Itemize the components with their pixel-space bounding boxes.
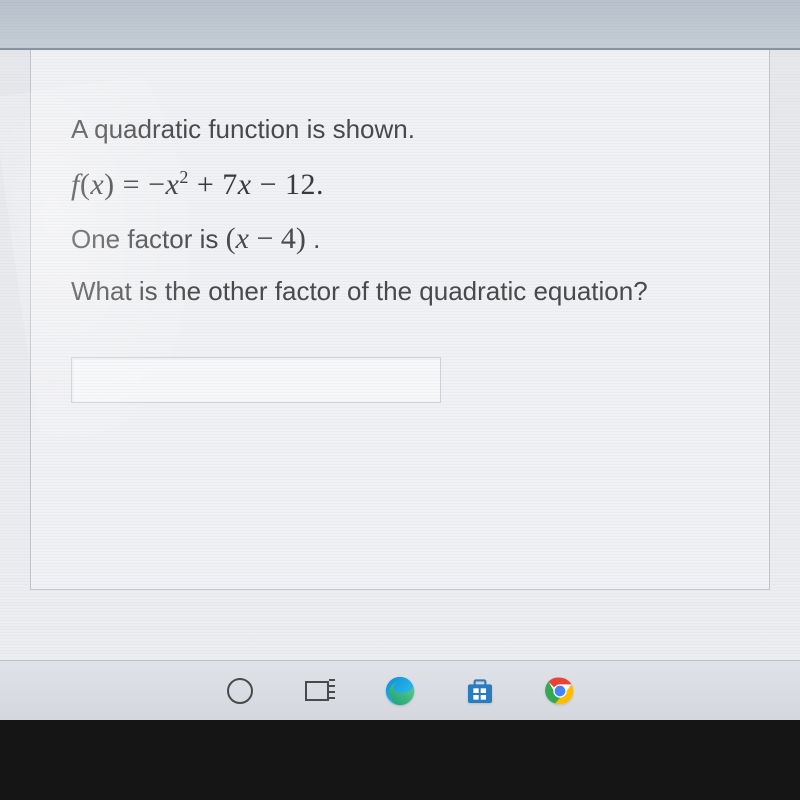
equation-exp: 2 bbox=[179, 167, 189, 187]
factor-var: x bbox=[236, 222, 249, 255]
equation-paren-close-eq: ) = bbox=[104, 168, 148, 201]
monitor-bezel bbox=[0, 720, 800, 800]
equation: f(x) = −x2 + 7x − 12. bbox=[71, 167, 729, 202]
equation-neg: − bbox=[148, 168, 165, 201]
equation-plus7: + 7 bbox=[189, 168, 238, 201]
question-intro: A quadratic function is shown. bbox=[71, 110, 729, 149]
equation-x3: x bbox=[238, 168, 252, 201]
chrome-icon[interactable] bbox=[543, 674, 577, 708]
question-card: A quadratic function is shown. f(x) = −x… bbox=[30, 50, 770, 590]
equation-x2: x bbox=[166, 168, 180, 201]
cortana-icon[interactable] bbox=[223, 674, 257, 708]
factor-open: ( bbox=[226, 222, 236, 255]
equation-minus12: − 12. bbox=[252, 168, 324, 201]
task-view-icon[interactable] bbox=[303, 674, 337, 708]
equation-paren-open: ( bbox=[80, 168, 91, 201]
equation-fn: f bbox=[71, 168, 80, 201]
factor-line: One factor is (x − 4) . bbox=[71, 222, 729, 256]
microsoft-store-icon[interactable] bbox=[463, 674, 497, 708]
answer-input[interactable] bbox=[71, 357, 441, 403]
screen-area: A quadratic function is shown. f(x) = −x… bbox=[0, 0, 800, 720]
factor-prefix: One factor is bbox=[71, 224, 226, 254]
factor-suffix: . bbox=[306, 224, 320, 254]
edge-icon[interactable] bbox=[383, 674, 417, 708]
equation-var-x1: x bbox=[90, 168, 104, 201]
window-titlebar bbox=[0, 0, 800, 50]
windows-taskbar[interactable] bbox=[0, 660, 800, 720]
factor-rest: − 4) bbox=[249, 222, 306, 255]
question-ask: What is the other factor of the quadrati… bbox=[71, 276, 729, 307]
